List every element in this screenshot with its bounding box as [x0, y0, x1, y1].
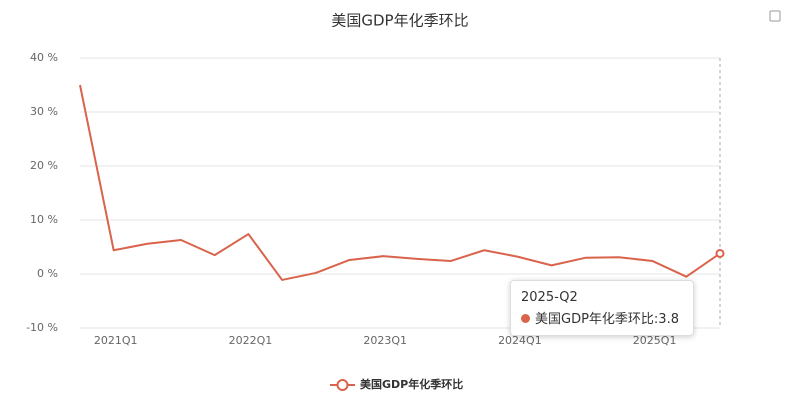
toolbox-icon[interactable] — [769, 10, 781, 22]
hover-point — [715, 248, 725, 258]
tooltip-text: 美国GDP年化季环比:3.8 — [535, 312, 679, 327]
tooltip: 2025-Q2 美国GDP年化季环比:3.8 — [510, 280, 694, 336]
y-tick-label: -10 % — [26, 321, 58, 334]
series-line — [79, 84, 721, 281]
x-tick-label: 2023Q1 — [363, 334, 407, 347]
legend-label: 美国GDP年化季环比 — [360, 377, 463, 391]
y-tick-label: 40 % — [30, 51, 58, 64]
tooltip-dot — [521, 314, 530, 323]
y-tick-label: 10 % — [30, 213, 58, 226]
y-tick-label: 20 % — [30, 159, 58, 172]
x-tick-label: 2021Q1 — [94, 334, 138, 347]
y-tick-label: 0 % — [37, 267, 58, 280]
x-tick-label: 2024Q1 — [498, 334, 542, 347]
y-tick-label: 30 % — [30, 105, 58, 118]
chart-title: 美国GDP年化季环比 — [331, 12, 468, 30]
tooltip-row: 美国GDP年化季环比:3.8 — [521, 309, 683, 331]
legend-marker — [336, 379, 349, 391]
x-tick-label: 2022Q1 — [229, 334, 273, 347]
tooltip-title: 2025-Q2 — [521, 290, 578, 305]
x-tick-label: 2025Q1 — [633, 334, 677, 347]
